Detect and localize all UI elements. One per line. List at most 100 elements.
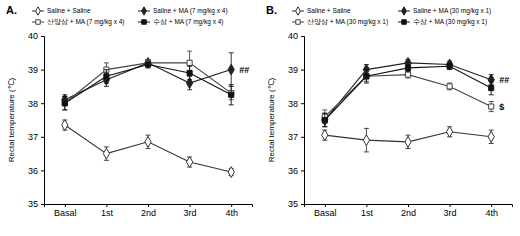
title: B.: [266, 4, 277, 16]
x-tick: 2nd: [141, 204, 156, 218]
y-tick-mark: [41, 103, 44, 104]
x-tick: Basal: [314, 204, 337, 218]
marker: [145, 136, 151, 147]
error-bar: [62, 120, 67, 130]
y-tick: 40: [288, 31, 304, 41]
legend-label: 수삼 + MA (30 mg/kg x 1): [413, 18, 487, 26]
x-tick-label: 4th: [225, 208, 238, 218]
marker: [322, 130, 328, 141]
series-line: [65, 125, 231, 172]
error-bar: [104, 147, 109, 160]
x-tick-mark: [231, 204, 232, 207]
legend-label: Saline + MA (30 mg/kg x 1): [413, 7, 491, 15]
y-axis: 353637383940: [28, 31, 45, 209]
legend-label: Saline + Saline: [47, 7, 91, 14]
error-bar: [146, 135, 151, 148]
marker: [447, 84, 452, 89]
series-line: [325, 75, 491, 117]
x-tick: 2nd: [401, 204, 416, 218]
legend-item: 수삼 + MA (30 mg/kg x 1): [398, 18, 487, 26]
error-bar: [406, 135, 411, 148]
marker: [228, 64, 234, 75]
legend-label: Saline + Saline: [307, 7, 351, 14]
y-tick: 36: [28, 166, 44, 176]
x-tick-label: 1st: [101, 208, 114, 218]
error-bar: [447, 63, 452, 70]
marker: [62, 120, 68, 131]
marker: [364, 74, 369, 79]
y-tick-label: 40: [288, 31, 298, 41]
y-tick-mark: [301, 70, 304, 71]
x-axis-line: [305, 205, 513, 208]
series: [322, 57, 495, 126]
legend-marker: [36, 7, 41, 15]
plot-area: [62, 51, 235, 177]
x-tick-mark: [65, 204, 66, 207]
x-tick-label: 3rd: [184, 208, 197, 218]
y-tick-mark: [41, 70, 44, 71]
error-bar: [364, 70, 369, 83]
y-tick-mark: [41, 36, 44, 37]
y-tick-mark: [301, 204, 304, 205]
y-tick-mark: [301, 137, 304, 138]
x-tick-label: 2nd: [141, 208, 156, 218]
marker: [488, 131, 494, 142]
series-line: [325, 66, 491, 120]
legend-marker: [296, 7, 301, 15]
y-tick: 39: [288, 65, 304, 75]
legend-marker: [36, 20, 40, 24]
y-tick: 35: [28, 199, 44, 209]
error-bar: [146, 60, 151, 67]
error-bar: [322, 130, 327, 140]
y-tick-label: 36: [28, 166, 38, 176]
series: [62, 53, 235, 105]
x-tick: 3rd: [444, 204, 457, 218]
x-tick-mark: [106, 204, 107, 207]
y-tick: 37: [288, 132, 304, 142]
figure: 353637383940Basal1st2nd3rd4thA.Rectal te…: [0, 0, 520, 236]
series-line: [325, 63, 491, 120]
series: [62, 51, 233, 110]
y-tick-mark: [41, 137, 44, 138]
x-tick: 4th: [225, 204, 238, 218]
y-axis: 353637383940: [288, 31, 305, 209]
x-tick-mark: [408, 204, 409, 207]
error-bar: [187, 66, 192, 79]
y-tick-label: 36: [288, 166, 298, 176]
marker: [489, 104, 494, 109]
y-tick: 35: [288, 199, 304, 209]
y-tick: 36: [288, 166, 304, 176]
y-tick-label: 37: [288, 132, 298, 142]
marker: [364, 74, 369, 79]
legend-label: 산양삼 + MA (30 mg/kg x 1): [307, 18, 388, 26]
x-tick: 1st: [101, 204, 114, 218]
marker: [229, 92, 234, 97]
x-tick-mark: [366, 204, 367, 207]
error-bar: [322, 113, 327, 126]
x-tick-mark: [325, 204, 326, 207]
error-bar: [364, 128, 369, 152]
legend-label: Saline + MA (7 mg/kg x 4): [153, 7, 228, 15]
y-tick: 40: [28, 31, 44, 41]
series: [322, 71, 493, 123]
y-tick-mark: [301, 170, 304, 171]
error-bar: [146, 61, 151, 68]
y-axis-line: [301, 37, 305, 205]
marker: [187, 70, 192, 75]
x-tick: 3rd: [184, 204, 197, 218]
series: [62, 61, 233, 110]
y-axis-title: Rectal temperature (℃): [267, 77, 276, 162]
error-bar: [489, 102, 494, 112]
marker: [186, 157, 192, 168]
annotation: $: [499, 102, 504, 112]
x-tick: 1st: [361, 204, 374, 218]
marker: [405, 72, 410, 77]
legend-marker: [402, 7, 407, 15]
legend-marker: [296, 20, 300, 24]
marker: [187, 60, 192, 65]
legend-label: 산양삼 + MA (7 mg/kg x 4): [47, 18, 125, 26]
y-tick-mark: [301, 103, 304, 104]
panel: 353637383940Basal1st2nd3rd4thB.Rectal te…: [266, 4, 513, 218]
y-tick-label: 37: [28, 132, 38, 142]
series-line: [65, 65, 231, 104]
